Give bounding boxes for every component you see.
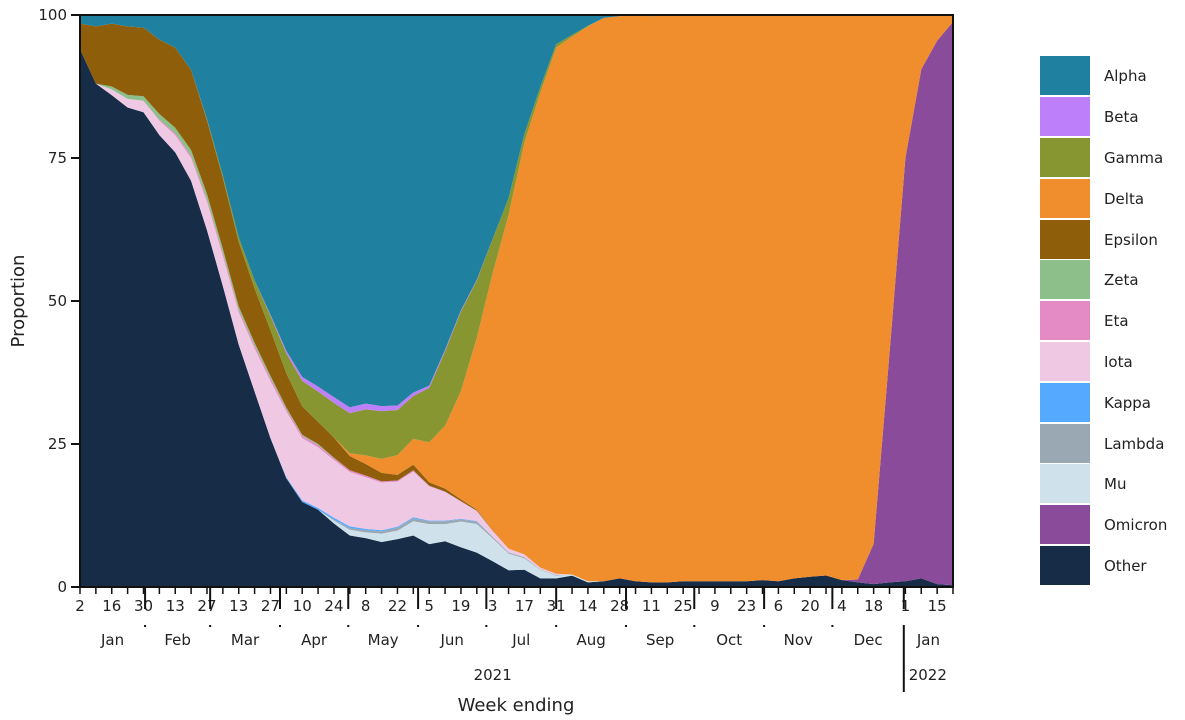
legend-swatch [1040, 341, 1090, 382]
x-tick-label: 27 [261, 597, 280, 615]
y-tick-label: 0 [57, 578, 67, 596]
legend-label: Kappa [1104, 393, 1151, 412]
x-tick-label: 5 [424, 597, 434, 615]
month-label: Oct [716, 631, 742, 649]
legend-label: Epsilon [1104, 230, 1158, 249]
x-tick-label: 4 [837, 597, 847, 615]
area-delta [80, 15, 953, 583]
legend-swatch [1040, 137, 1090, 178]
area-other [80, 49, 953, 588]
x-tick-label: 25 [674, 597, 693, 615]
legend-swatch [1040, 382, 1090, 423]
month-label: Sep [646, 631, 674, 649]
legend-item-gamma: Gamma [1040, 137, 1167, 179]
x-tick-label: 22 [388, 597, 407, 615]
legend-item-beta: Beta [1040, 97, 1167, 138]
x-tick-label: 30 [134, 597, 153, 615]
x-tick-label: 2 [75, 597, 85, 615]
month-label: Jul [511, 631, 530, 649]
month-label: Dec [854, 631, 883, 649]
month-label: Jan [916, 631, 940, 649]
legend-swatch [1040, 505, 1090, 546]
month-label: Aug [576, 631, 605, 649]
legend-item-other: Other [1040, 545, 1167, 587]
legend-item-eta: Eta [1040, 301, 1167, 342]
x-tick-label: 11 [642, 597, 661, 615]
y-axis-title: Proportion [8, 255, 29, 348]
month-label: Mar [231, 631, 260, 649]
legend-label: Zeta [1104, 271, 1139, 290]
x-tick-label: 1 [901, 597, 911, 615]
x-tick-label: 13 [229, 597, 248, 615]
x-tick-label: 20 [801, 597, 820, 615]
x-tick-label: 8 [361, 597, 371, 615]
legend-item-mu: Mu [1040, 464, 1167, 505]
legend-label: Gamma [1104, 148, 1164, 167]
legend-label: Other [1104, 556, 1147, 575]
legend-label: Lambda [1104, 434, 1165, 453]
month-label: Apr [301, 631, 328, 649]
legend-swatch [1040, 178, 1090, 219]
legend-label: Delta [1104, 189, 1145, 208]
legend-swatch [1040, 545, 1090, 586]
area-epsilon [80, 21, 953, 583]
x-tick-label: 15 [928, 597, 947, 615]
y-tick-label: 75 [48, 149, 67, 167]
x-tick-label: 19 [451, 597, 470, 615]
x-axis: 2 16 30 13 27 13 27 10 24 8 22 5 19 3 17 31 14 28 11 25 9 23 6… [75, 587, 954, 692]
plot-areas [80, 15, 953, 588]
legend-item-lambda: Lambda [1040, 423, 1167, 464]
x-tick-label: 27 [197, 597, 216, 615]
legend-item-epsilon: Epsilon [1040, 219, 1167, 260]
legend-swatch [1040, 464, 1090, 505]
legend-swatch [1040, 97, 1090, 138]
legend-item-kappa: Kappa [1040, 382, 1167, 423]
x-tick-label: 14 [578, 597, 597, 615]
x-tick-label: 18 [864, 597, 883, 615]
month-label: Jan [100, 631, 124, 649]
y-tick-label: 100 [38, 6, 67, 24]
month-label: Feb [164, 631, 191, 649]
legend-label: Iota [1104, 352, 1133, 371]
x-axis-title: Week ending [458, 695, 575, 716]
legend-swatch [1040, 56, 1090, 97]
x-tick-label: 13 [166, 597, 185, 615]
legend-swatch [1040, 301, 1090, 342]
y-axis: 0 25 50 75 100 [38, 6, 80, 596]
legend-label: Alpha [1104, 67, 1147, 86]
legend-swatch [1040, 423, 1090, 464]
area-iota [80, 49, 953, 586]
legend-item-iota: Iota [1040, 341, 1167, 383]
month-label: May [368, 631, 399, 649]
month-label: Nov [784, 631, 813, 649]
year-label: 2022 [909, 666, 947, 684]
x-tick-label: 17 [515, 597, 534, 615]
legend-item-zeta: Zeta [1040, 260, 1167, 301]
legend-item-omicron: Omicron [1040, 505, 1167, 546]
month-label: Jun [439, 631, 463, 649]
x-tick-label: 6 [774, 597, 784, 615]
x-tick-label: 16 [102, 597, 121, 615]
legend-swatch [1040, 219, 1090, 260]
y-tick-label: 25 [48, 435, 67, 453]
x-tick-label: 3 [488, 597, 498, 615]
legend-item-delta: Delta [1040, 178, 1167, 219]
x-tick-label: 23 [737, 597, 756, 615]
legend-label: Mu [1104, 475, 1127, 494]
legend-label: Beta [1104, 108, 1139, 127]
x-tick-label: 28 [610, 597, 629, 615]
y-tick-label: 50 [48, 292, 67, 310]
x-tick-label: 24 [324, 597, 343, 615]
legend-item-alpha: Alpha [1040, 56, 1167, 97]
x-tick-label: 9 [710, 597, 720, 615]
legend-label: Omicron [1104, 516, 1168, 535]
x-tick-label: 10 [293, 597, 312, 615]
area-alpha [80, 15, 953, 408]
legend-swatch [1040, 260, 1090, 301]
year-label: 2021 [474, 666, 512, 684]
legend-label: Eta [1104, 312, 1129, 331]
legend: Alpha Beta Gamma Delta Epsilon Zeta Eta Iota Kap… [1040, 56, 1167, 586]
